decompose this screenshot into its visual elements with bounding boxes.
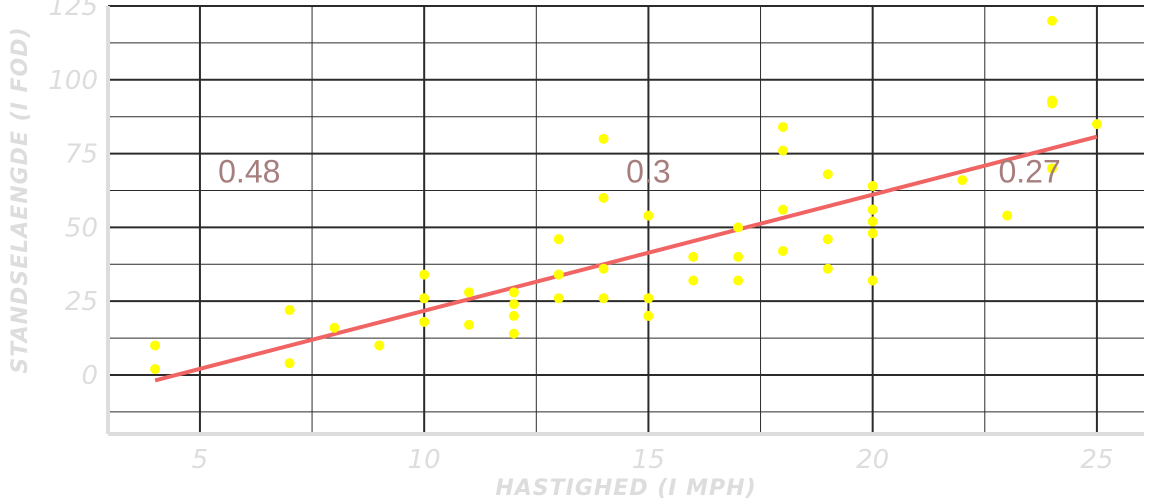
data-point [1047, 95, 1058, 106]
annotation-label: 0.3 [626, 153, 670, 189]
data-point [867, 181, 878, 192]
data-point [150, 340, 161, 351]
data-point [553, 293, 564, 304]
data-point [329, 322, 340, 333]
data-point [419, 269, 430, 280]
data-point [867, 275, 878, 286]
data-point [688, 251, 699, 262]
data-point [643, 210, 654, 221]
y-tick-label: 0 [81, 361, 98, 391]
data-point [598, 133, 609, 144]
data-point [598, 293, 609, 304]
x-axis-title: HASTIGHED (I MPH) [495, 476, 756, 501]
x-tick-label: 15 [632, 445, 665, 475]
data-point [419, 316, 430, 327]
data-point [1047, 15, 1058, 26]
data-point [508, 299, 519, 310]
data-point [777, 122, 788, 133]
trend-line [154, 134, 1098, 383]
data-point [822, 169, 833, 180]
x-tick-label: 5 [192, 445, 209, 475]
data-point [508, 310, 519, 321]
data-point [643, 293, 654, 304]
axes [106, 6, 1144, 436]
x-tick-label: 10 [408, 445, 441, 475]
data-point [733, 275, 744, 286]
data-point [508, 287, 519, 298]
y-tick-label: 125 [48, 0, 98, 22]
x-tick-label: 25 [1080, 445, 1113, 475]
data-point [867, 216, 878, 227]
data-point [733, 222, 744, 233]
data-point [1091, 119, 1102, 130]
y-tick-label: 25 [65, 287, 98, 317]
data-point [374, 340, 385, 351]
data-point [1002, 210, 1013, 221]
data-point [777, 145, 788, 156]
data-points [150, 15, 1102, 375]
data-point [777, 204, 788, 215]
tick-labels: 5 10 15 20 25 0 25 50 75 100 125 [48, 0, 1113, 475]
y-axis-title: STANDSELAENGDE (I FOD) [8, 26, 33, 373]
data-point [777, 245, 788, 256]
data-point [553, 234, 564, 245]
annotations: 0.48 0.3 0.27 [218, 153, 1061, 189]
data-point [598, 263, 609, 274]
data-point [508, 328, 519, 339]
y-tick-label: 100 [48, 66, 98, 96]
y-tick-label: 75 [65, 140, 98, 170]
data-point [822, 263, 833, 274]
data-point [464, 287, 475, 298]
data-point [733, 251, 744, 262]
data-point [1047, 163, 1058, 174]
data-point [957, 175, 968, 186]
data-point [150, 364, 161, 375]
data-point [643, 310, 654, 321]
annotation-label: 0.27 [998, 153, 1060, 189]
data-point [553, 269, 564, 280]
grid [108, 5, 1144, 434]
data-point [598, 192, 609, 203]
data-point [284, 358, 295, 369]
data-point [284, 305, 295, 316]
data-point [419, 293, 430, 304]
y-tick-label: 50 [65, 213, 98, 243]
annotation-label: 0.48 [218, 153, 280, 189]
data-point [822, 234, 833, 245]
data-point [464, 319, 475, 330]
data-point [688, 275, 699, 286]
trend-line-group [154, 134, 1098, 383]
data-point [867, 228, 878, 239]
data-point [867, 204, 878, 215]
x-tick-label: 20 [856, 445, 889, 475]
